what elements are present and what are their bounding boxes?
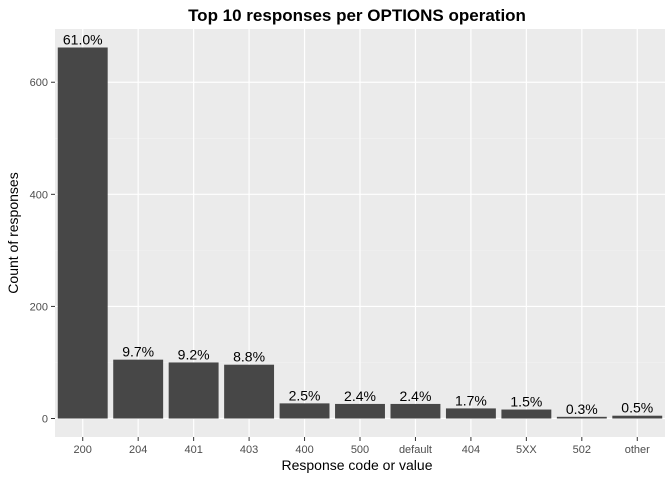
bar-label-200: 61.0% — [63, 31, 103, 47]
x-tick-label-200: 200 — [74, 444, 92, 456]
bar-403 — [224, 364, 275, 419]
bar-label-other: 0.5% — [621, 400, 653, 416]
x-tick-label-500: 500 — [351, 444, 369, 456]
bars-group — [57, 47, 663, 419]
bar-labels-group: 61.0% 9.7% 9.2% 8.8% 2.5% 2.4% 2.4% 1.7% 1.5% 0.3… — [63, 31, 653, 416]
bar-other — [612, 415, 663, 419]
bar-label-500: 2.4% — [344, 388, 376, 404]
bar-502 — [556, 416, 607, 419]
bar-label-400: 2.5% — [289, 387, 321, 403]
x-tick-label-other: other — [625, 444, 650, 456]
y-axis-title: Count of responses — [5, 172, 21, 293]
bar-204 — [113, 359, 164, 419]
bar-label-401: 9.2% — [178, 346, 210, 362]
x-tick-label-404: 404 — [462, 444, 480, 456]
bar-label-204: 9.7% — [122, 344, 154, 360]
chart-title: Top 10 responses per OPTIONS operation — [188, 6, 526, 25]
x-axis-title: Response code or value — [282, 457, 433, 473]
bar-label-502: 0.3% — [566, 401, 598, 417]
y-tick-label: 0 — [42, 414, 48, 426]
bar-default — [390, 403, 441, 419]
x-tick-label-400: 400 — [295, 444, 313, 456]
y-tick-label: 600 — [30, 77, 48, 89]
x-axis: 200 204 401 403 400 500 default 404 5XX 502 other — [74, 437, 650, 456]
bar-400 — [279, 403, 330, 419]
bar-label-5XX: 1.5% — [510, 394, 542, 410]
x-tick-label-502: 502 — [573, 444, 591, 456]
x-tick-label-403: 403 — [240, 444, 258, 456]
bar-500 — [335, 403, 385, 419]
bar-401 — [168, 362, 219, 419]
x-tick-label-default: default — [399, 444, 432, 456]
bar-label-404: 1.7% — [455, 392, 487, 408]
bar-label-default: 2.4% — [399, 388, 431, 404]
bar-label-403: 8.8% — [233, 349, 265, 365]
bar-200 — [57, 47, 108, 419]
y-axis: 0 200 400 600 — [30, 77, 55, 426]
bar-404 — [445, 408, 496, 419]
x-tick-label-204: 204 — [129, 444, 147, 456]
y-tick-label: 200 — [30, 301, 48, 313]
x-tick-label-401: 401 — [184, 444, 202, 456]
x-tick-label-5XX: 5XX — [516, 444, 537, 456]
bar-5XX — [501, 409, 552, 419]
y-tick-label: 400 — [30, 189, 48, 201]
